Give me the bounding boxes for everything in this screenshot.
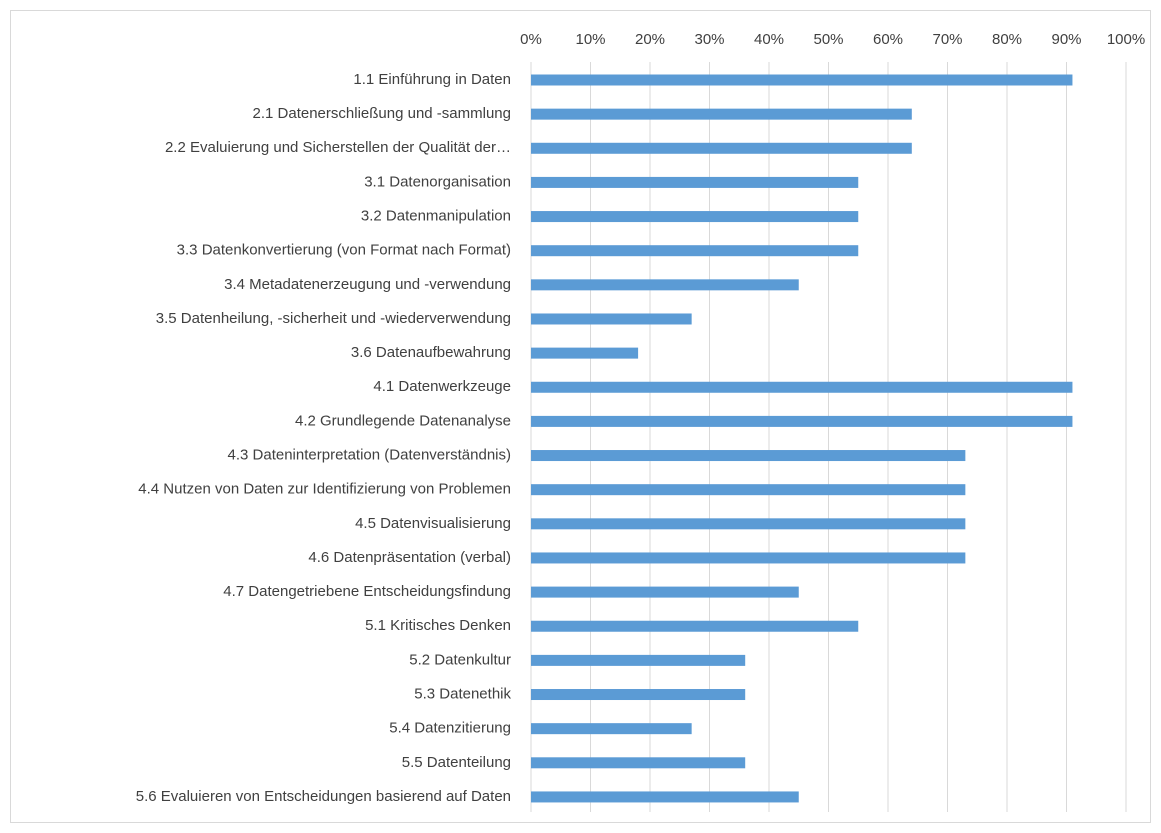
bar [531,415,1073,427]
y-tick-label: 4.5 Datenvisualisierung [355,515,511,532]
y-tick-label: 5.5 Datenteilung [402,754,511,771]
bar [531,211,859,223]
y-tick-label: 4.2 Grundlegende Datenanalyse [295,412,511,429]
x-tick-label: 80% [992,31,1022,48]
bar [531,757,746,769]
y-tick-label: 5.4 Datenzitierung [389,720,511,737]
bar [531,620,859,632]
y-tick-label: 3.3 Datenkonvertierung (von Format nach … [177,242,511,259]
y-tick-label: 4.4 Nutzen von Daten zur Identifizierung… [138,481,511,498]
x-tick-label: 20% [635,31,665,48]
bar [531,245,859,257]
bar [531,723,692,735]
y-tick-label: 4.7 Datengetriebene Entscheidungsfindung [223,583,511,600]
y-tick-label: 5.3 Datenethik [414,685,511,702]
y-tick-label: 3.4 Metadatenerzeugung und -verwendung [224,276,511,293]
bar [531,586,799,598]
y-tick-label: 2.2 Evaluierung und Sicherstellen der Qu… [165,139,511,156]
y-tick-label: 1.1 Einführung in Daten [353,71,511,88]
y-tick-label: 4.1 Datenwerkzeuge [373,378,511,395]
bar [531,279,799,291]
y-tick-label: 5.1 Kritisches Denken [365,617,511,634]
bar [531,74,1073,86]
bar [531,142,912,154]
y-tick-label: 4.3 Dateninterpretation (Datenverständni… [228,447,512,464]
bar [531,484,966,496]
x-tick-label: 0% [520,31,542,48]
x-tick-label: 100% [1107,31,1145,48]
x-tick-label: 90% [1051,31,1081,48]
y-tick-label: 3.5 Datenheilung, -sicherheit und -wiede… [156,310,511,327]
bar [531,689,746,701]
x-tick-label: 50% [813,31,843,48]
x-tick-label: 60% [873,31,903,48]
y-tick-label: 3.6 Datenaufbewahrung [351,344,511,361]
bar [531,313,692,325]
bar [531,381,1073,393]
bar [531,518,966,530]
bar [531,450,966,462]
x-tick-label: 10% [575,31,605,48]
bar [531,552,966,564]
y-tick-label: 4.6 Datenpräsentation (verbal) [308,549,511,566]
bar [531,791,799,803]
y-tick-label: 5.6 Evaluieren von Entscheidungen basier… [136,788,511,805]
y-tick-label: 5.2 Datenkultur [409,651,511,668]
bar [531,176,859,188]
x-tick-label: 70% [932,31,962,48]
bar [531,654,746,666]
x-tick-label: 40% [754,31,784,48]
bar [531,347,639,359]
y-tick-label: 2.1 Datenerschließung und -sammlung [253,105,511,122]
bar [531,108,912,120]
x-tick-label: 30% [694,31,724,48]
y-tick-label: 3.1 Datenorganisation [364,173,511,190]
y-tick-label: 3.2 Datenmanipulation [361,208,511,225]
